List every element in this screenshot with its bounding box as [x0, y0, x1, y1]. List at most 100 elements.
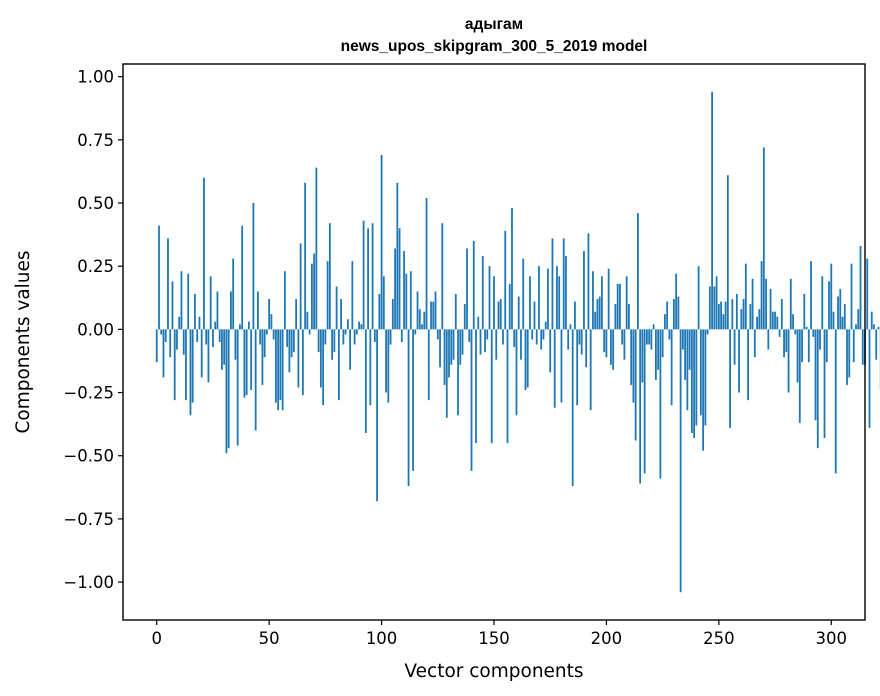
bar-49: [266, 329, 268, 335]
bar-182: [565, 256, 567, 330]
bar-188: [578, 329, 581, 345]
bar-285: [796, 329, 799, 383]
bar-series: [155, 91, 880, 593]
bar-86: [349, 329, 351, 370]
bar-225: [661, 329, 664, 358]
x-tick-label: 50: [259, 629, 280, 648]
bar-266: [753, 329, 756, 358]
bar-124: [434, 291, 437, 330]
bar-257: [733, 329, 736, 365]
bar-119: [423, 311, 426, 330]
bar-165: [526, 329, 529, 388]
bar-94: [367, 228, 369, 330]
y-tick-label: −0.25: [63, 384, 114, 403]
bar-170: [538, 266, 540, 330]
x-axis: 0 50 100 150 200 250 300: [151, 620, 847, 648]
bar-234: [681, 329, 684, 350]
bar-222: [654, 329, 657, 380]
bar-198: [601, 276, 603, 330]
bar-77: [328, 223, 331, 330]
bar-112: [407, 329, 410, 487]
bar-287: [801, 329, 803, 363]
bar-288: [803, 293, 806, 330]
bar-130: [448, 329, 450, 378]
bar-118: [421, 324, 423, 330]
bar-308: [848, 329, 851, 378]
bar-127: [441, 223, 444, 330]
bar-89: [355, 329, 358, 335]
bar-243: [702, 329, 705, 451]
bar-202: [610, 329, 612, 365]
bar-99: [378, 293, 381, 330]
bar-83: [342, 329, 345, 345]
bar-87: [351, 261, 354, 330]
bar-297: [823, 329, 826, 439]
bar-304: [839, 288, 842, 330]
bar-31: [225, 329, 228, 454]
bar-45: [257, 291, 259, 330]
bar-178: [556, 266, 558, 330]
bar-115: [414, 329, 417, 335]
bar-25: [212, 329, 214, 348]
bar-282: [789, 278, 792, 330]
bar-280: [785, 329, 788, 353]
bar-319: [873, 324, 875, 330]
bar-310: [852, 329, 855, 363]
bar-101: [382, 276, 385, 330]
bar-133: [454, 293, 457, 330]
y-axis-label: Components values: [13, 250, 34, 433]
bar-51: [270, 314, 273, 330]
bar-236: [686, 329, 689, 411]
bar-64: [299, 243, 302, 330]
bar-1: [158, 225, 160, 330]
bar-250: [717, 304, 720, 330]
bar-263: [747, 329, 749, 401]
bar-7: [171, 281, 174, 330]
bar-262: [744, 263, 747, 330]
bar-80: [335, 286, 338, 330]
bar-227: [666, 301, 669, 330]
bar-212: [632, 329, 635, 403]
bar-274: [771, 311, 774, 330]
bar-218: [646, 329, 648, 345]
bar-176: [551, 238, 554, 330]
bar-189: [580, 329, 583, 355]
bar-292: [812, 329, 815, 337]
bar-3: [162, 329, 165, 378]
bar-151: [495, 329, 498, 360]
bar-141: [472, 240, 475, 330]
bar-289: [805, 326, 808, 330]
bar-93: [364, 329, 367, 433]
bar-241: [697, 266, 700, 330]
bar-81: [337, 329, 340, 401]
bar-56: [281, 329, 284, 411]
bar-35: [234, 329, 237, 360]
bar-205: [616, 283, 619, 330]
bar-38: [241, 225, 244, 330]
bar-74: [322, 329, 325, 406]
bar-296: [821, 276, 824, 330]
bar-177: [553, 329, 556, 408]
bar-76: [326, 261, 329, 330]
bar-71: [315, 167, 318, 330]
bar-144: [479, 329, 482, 355]
bar-279: [783, 329, 785, 358]
bar-91: [360, 324, 363, 330]
bar-179: [558, 276, 561, 330]
bar-216: [641, 329, 644, 383]
bar-123: [432, 301, 435, 330]
bar-208: [623, 329, 626, 360]
bar-138: [466, 248, 468, 330]
bar-187: [576, 329, 579, 406]
bar-13: [185, 329, 187, 401]
bar-251: [720, 301, 722, 330]
bar-120: [425, 197, 428, 330]
bar-104: [389, 329, 392, 345]
bar-193: [589, 329, 592, 411]
bar-196: [596, 299, 599, 330]
bar-88: [353, 329, 356, 345]
bar-63: [297, 329, 300, 388]
bar-215: [639, 329, 642, 484]
bar-254: [726, 175, 729, 330]
